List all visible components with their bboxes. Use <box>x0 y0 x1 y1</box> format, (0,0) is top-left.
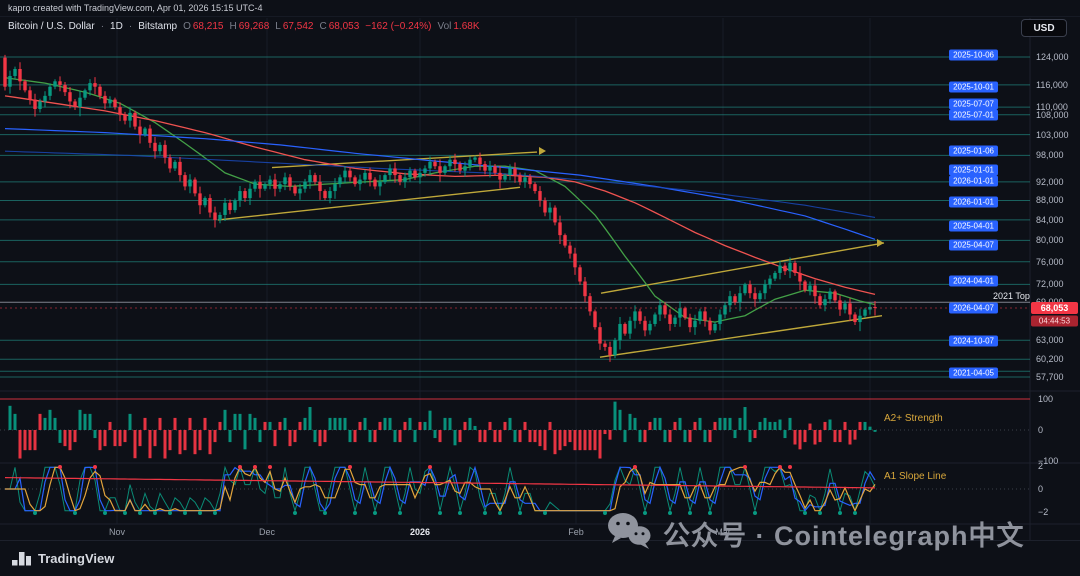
date-line-badge: 2026-01-01 <box>949 175 998 187</box>
price-axis-label: 57,700 <box>1036 372 1064 382</box>
ohlc-open-label: O <box>183 21 191 32</box>
date-line-badge: 2025-07-07 <box>949 98 998 110</box>
tradingview-brand-text: TradingView <box>38 551 115 566</box>
slope-scale-label: 0 <box>1038 484 1044 494</box>
price-axis-label: 116,000 <box>1036 79 1068 90</box>
attribution-text: kapro created with TradingView.com, Apr … <box>8 3 263 13</box>
tradingview-logo-icon <box>12 549 31 569</box>
legend-separator: · <box>128 21 133 32</box>
symbol-name: Bitcoin / U.S. Dollar <box>8 21 95 32</box>
ohlc-open-value: 68,215 <box>192 21 224 32</box>
currency-toggle-button[interactable]: USD <box>1021 19 1067 37</box>
price-axis-label: 84,000 <box>1036 214 1064 225</box>
date-line-badge: 2025-01-06 <box>949 145 998 157</box>
legend-separator: · <box>100 21 105 32</box>
time-axis-label: Mar <box>715 527 731 537</box>
price-axis-label: 98,000 <box>1036 150 1064 161</box>
countdown-timer: 04:44:53 <box>1031 315 1078 327</box>
symbol-legend[interactable]: Bitcoin / U.S. Dollar · 1D · Bitstamp O … <box>8 21 480 32</box>
volume-value: 1.68K <box>453 21 480 32</box>
last-price-label: 68,053 <box>1031 301 1078 314</box>
slope-pane-label: A1 Slope Line <box>884 471 947 482</box>
date-line-badge: 2026-01-01 <box>949 196 998 208</box>
price-level-note: 2021 Top <box>993 291 1030 301</box>
date-line-badge: 2025-07-01 <box>949 109 998 121</box>
date-line-badge: 2026-04-07 <box>949 302 998 314</box>
attribution-bar: kapro created with TradingView.com, Apr … <box>0 0 1080 17</box>
interval-label: 1D <box>110 21 123 32</box>
date-line-badge: 2025-01-01 <box>949 164 998 176</box>
ohlc-low-value: 67,542 <box>282 21 314 32</box>
exchange-label: Bitstamp <box>138 21 178 32</box>
time-axis-label: 2026 <box>409 527 431 537</box>
strength-scale-label: 0 <box>1038 425 1044 435</box>
slope-scale-label: 2 <box>1038 461 1044 472</box>
currency-toggle-label: USD <box>1033 22 1055 34</box>
date-line-badge: 2025-04-01 <box>949 220 998 232</box>
watermark-text: 公众号 · Cointelegraph中文 <box>663 521 1025 551</box>
price-axis-label: 124,000 <box>1036 52 1069 62</box>
price-axis-label: 108,000 <box>1036 109 1069 120</box>
ohlc-close-value: 68,053 <box>328 21 360 32</box>
time-axis-label: Feb <box>568 527 584 537</box>
price-axis[interactable] <box>1030 18 1080 524</box>
price-axis-label: 76,000 <box>1036 256 1064 267</box>
strength-scale-label: 100 <box>1038 394 1054 404</box>
price-axis-label: 63,000 <box>1036 335 1064 346</box>
ohlc-high-value: 69,268 <box>238 21 270 32</box>
watermark: 公众号 · Cointelegraph中文 <box>606 512 1025 555</box>
date-line-badge: 2021-04-05 <box>949 367 998 379</box>
strength-scale-label: −100 <box>1038 456 1059 466</box>
strength-pane-label: A2+ Strength <box>884 413 943 424</box>
volume-label: Vol <box>437 21 452 32</box>
date-line-badge: 2024-10-07 <box>949 335 998 347</box>
ohlc-low-label: L <box>275 21 281 32</box>
chart-canvas[interactable] <box>0 0 1080 540</box>
tradingview-logo[interactable]: TradingView <box>12 549 114 569</box>
ohlc-close-label: C <box>319 21 327 32</box>
price-axis-label: 80,000 <box>1036 235 1064 246</box>
date-line-badge: 2024-04-01 <box>949 275 998 287</box>
ohlc-high-label: H <box>229 21 237 32</box>
price-axis-label: 92,000 <box>1036 176 1064 187</box>
date-line-badge: 2025-10-01 <box>949 81 998 93</box>
price-axis-label: 110,000 <box>1036 102 1068 113</box>
date-line-badge: 2025-10-06 <box>949 49 998 61</box>
footer-bar: TradingView <box>0 540 1080 576</box>
price-axis-label: 88,000 <box>1036 195 1064 206</box>
wechat-icon <box>606 512 652 555</box>
slope-scale-label: −2 <box>1038 506 1049 517</box>
time-axis-label: Dec <box>258 527 276 537</box>
price-axis-label: 72,000 <box>1036 279 1064 290</box>
price-axis-label: 103,000 <box>1036 129 1069 140</box>
time-axis-label: Nov <box>108 527 126 537</box>
price-axis-label: 60,200 <box>1036 354 1064 365</box>
change-value: −162 (−0.24%) <box>365 21 432 32</box>
date-line-badge: 2025-04-07 <box>949 239 998 251</box>
